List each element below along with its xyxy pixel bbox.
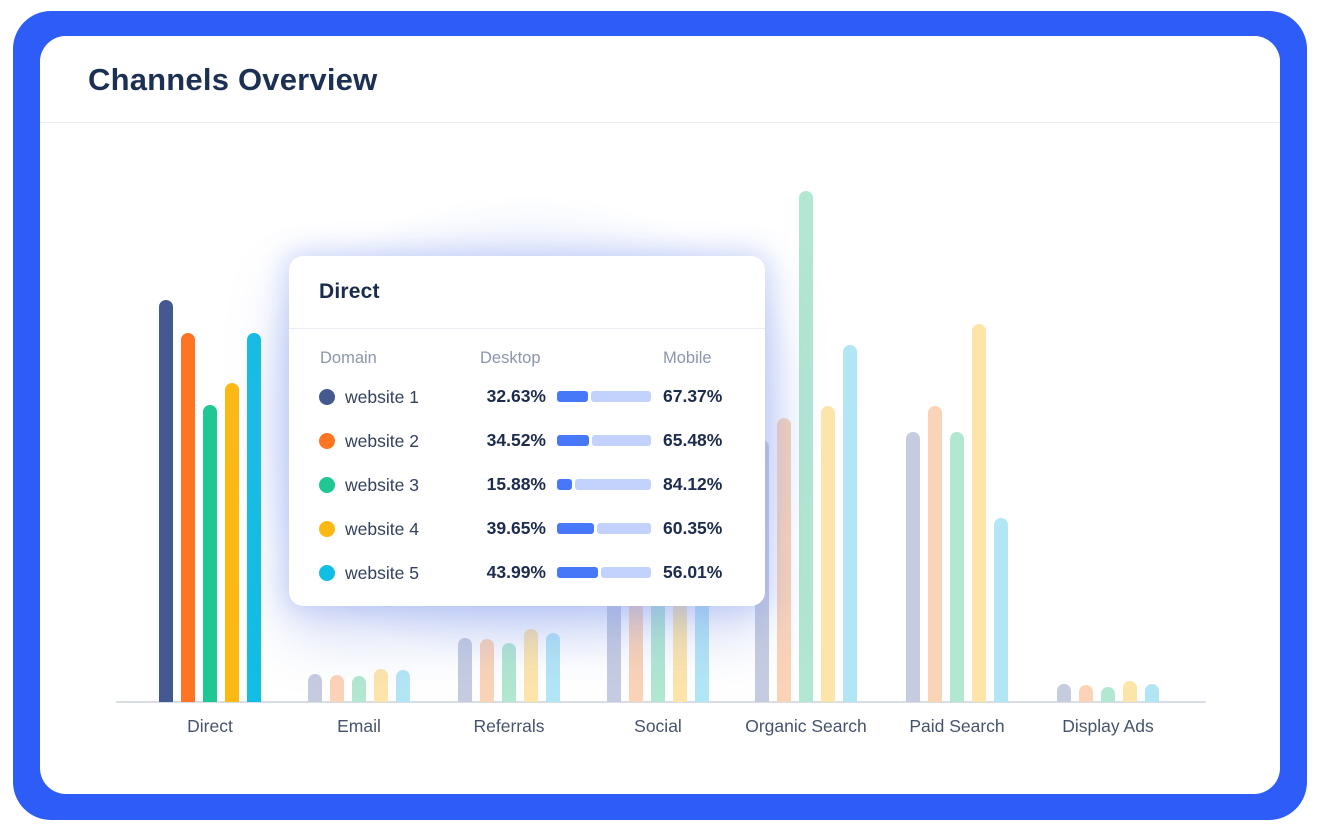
widget-frame: Channels Overview Direct Email Referrals So… (13, 11, 1307, 820)
bar-email-website-2[interactable] (330, 675, 345, 702)
bar-display-ads-website-3[interactable] (1101, 687, 1115, 702)
tooltip-mobile-value: 65.48% (663, 430, 723, 450)
bar-referrals-website-5[interactable] (545, 633, 560, 702)
bar-organic-search-website-2[interactable] (777, 418, 792, 702)
tooltip-desktop-value: 32.63% (486, 386, 546, 406)
tooltip-split-bar-mobile (590, 391, 651, 402)
bar-display-ads-website-4[interactable] (1122, 681, 1137, 702)
legend-dot-website-1 (319, 389, 335, 405)
channels-overview-card: Channels Overview Direct Email Referrals So… (40, 36, 1280, 794)
tooltip-row-website-5: website 5 43.99% 56.01% (289, 551, 765, 595)
bar-display-ads-website-2[interactable] (1079, 685, 1094, 702)
axis-label-display-ads: Display Ads (1062, 716, 1154, 736)
tooltip-row-website-1: website 1 32.63% 67.37% (289, 375, 765, 419)
col-header-desktop: Desktop (480, 349, 541, 367)
bar-organic-search-website-5[interactable] (842, 345, 857, 702)
tooltip-split-bar-mobile (601, 567, 651, 578)
tooltip-mobile-value: 60.35% (663, 518, 723, 538)
tooltip-mobile-value: 56.01% (663, 562, 723, 582)
tooltip-domain-label: website 5 (345, 563, 419, 583)
bar-paid-search-website-2[interactable] (928, 406, 943, 702)
axis-label-email: Email (337, 716, 381, 736)
axis-label-direct: Direct (187, 716, 233, 736)
axis-label-paid-search: Paid Search (909, 716, 1005, 736)
axis-label-social: Social (634, 716, 682, 736)
tooltip-split-bar-mobile (592, 435, 651, 446)
page-title: Channels Overview (88, 62, 378, 97)
bar-direct-website-2[interactable] (181, 333, 196, 702)
axis-label-organic-search: Organic Search (745, 716, 867, 736)
bar-email-website-3[interactable] (352, 676, 366, 702)
tooltip-split-bar-desktop (557, 479, 572, 490)
tooltip-split-bar-desktop (557, 567, 599, 578)
tooltip-split-bar (557, 567, 651, 578)
tooltip-desktop-value: 43.99% (486, 562, 546, 582)
tooltip-domain-label: website 3 (345, 475, 419, 495)
tooltip-split-bar (557, 479, 651, 490)
legend-dot-website-3 (319, 477, 335, 493)
bar-direct-website-5[interactable] (246, 333, 261, 702)
tooltip-title: Direct (319, 280, 380, 303)
channels-bar-chart: Direct Email Referrals Social Organic Search… (40, 36, 1280, 794)
tooltip-direct: Direct Domain Desktop Mobile website 1 32… (289, 256, 765, 606)
tooltip-split-bar-desktop (557, 523, 595, 534)
bar-direct-website-1[interactable] (159, 300, 174, 702)
legend-dot-website-2 (319, 433, 335, 449)
legend-dot-website-4 (319, 521, 335, 537)
bar-email-website-5[interactable] (395, 670, 410, 702)
tooltip-row-website-4: website 4 39.65% 60.35% (289, 507, 765, 551)
bar-display-ads-website-5[interactable] (1144, 684, 1159, 702)
tooltip-split-bar (557, 391, 651, 402)
bar-display-ads-website-1[interactable] (1057, 684, 1072, 702)
tooltip-split-bar-mobile (597, 523, 651, 534)
tooltip-mobile-value: 84.12% (663, 474, 723, 494)
bar-referrals-website-2[interactable] (480, 639, 495, 702)
tooltip-header: Direct (289, 256, 765, 329)
bar-email-website-4[interactable] (373, 669, 388, 702)
tooltip-split-bar-desktop (557, 391, 588, 402)
bar-referrals-website-4[interactable] (523, 629, 538, 702)
bar-paid-search-website-5[interactable] (993, 518, 1008, 702)
bar-paid-search-website-1[interactable] (906, 432, 921, 702)
bar-referrals-website-3[interactable] (502, 643, 516, 702)
tooltip-row-website-3: website 3 15.88% 84.12% (289, 463, 765, 507)
tooltip-split-bar (557, 523, 651, 534)
tooltip-domain-label: website 2 (345, 431, 419, 451)
tooltip-row-website-2: website 2 34.52% 65.48% (289, 419, 765, 463)
x-axis-line (116, 701, 1206, 703)
bar-referrals-website-1[interactable] (458, 638, 473, 702)
tooltip-desktop-value: 34.52% (486, 430, 546, 450)
tooltip-split-bar-mobile (574, 479, 651, 490)
bar-organic-search-website-3[interactable] (799, 191, 813, 702)
col-header-mobile: Mobile (663, 349, 712, 367)
bar-paid-search-website-4[interactable] (971, 324, 986, 702)
axis-label-referrals: Referrals (473, 716, 545, 736)
col-header-domain: Domain (320, 349, 377, 367)
bar-email-website-1[interactable] (308, 674, 323, 702)
tooltip-domain-label: website 4 (345, 519, 419, 539)
bar-organic-search-website-4[interactable] (820, 406, 835, 702)
tooltip-domain-label: website 1 (345, 387, 419, 407)
bar-paid-search-website-3[interactable] (950, 432, 964, 702)
tooltip-split-bar-desktop (557, 435, 590, 446)
tooltip-desktop-value: 39.65% (486, 518, 546, 538)
bar-direct-website-4[interactable] (224, 383, 239, 702)
legend-dot-website-5 (319, 565, 335, 581)
card-header: Channels Overview (40, 36, 1280, 123)
bar-direct-website-3[interactable] (203, 405, 217, 702)
tooltip-desktop-value: 15.88% (486, 474, 546, 494)
tooltip-mobile-value: 67.37% (663, 386, 723, 406)
tooltip-split-bar (557, 435, 651, 446)
